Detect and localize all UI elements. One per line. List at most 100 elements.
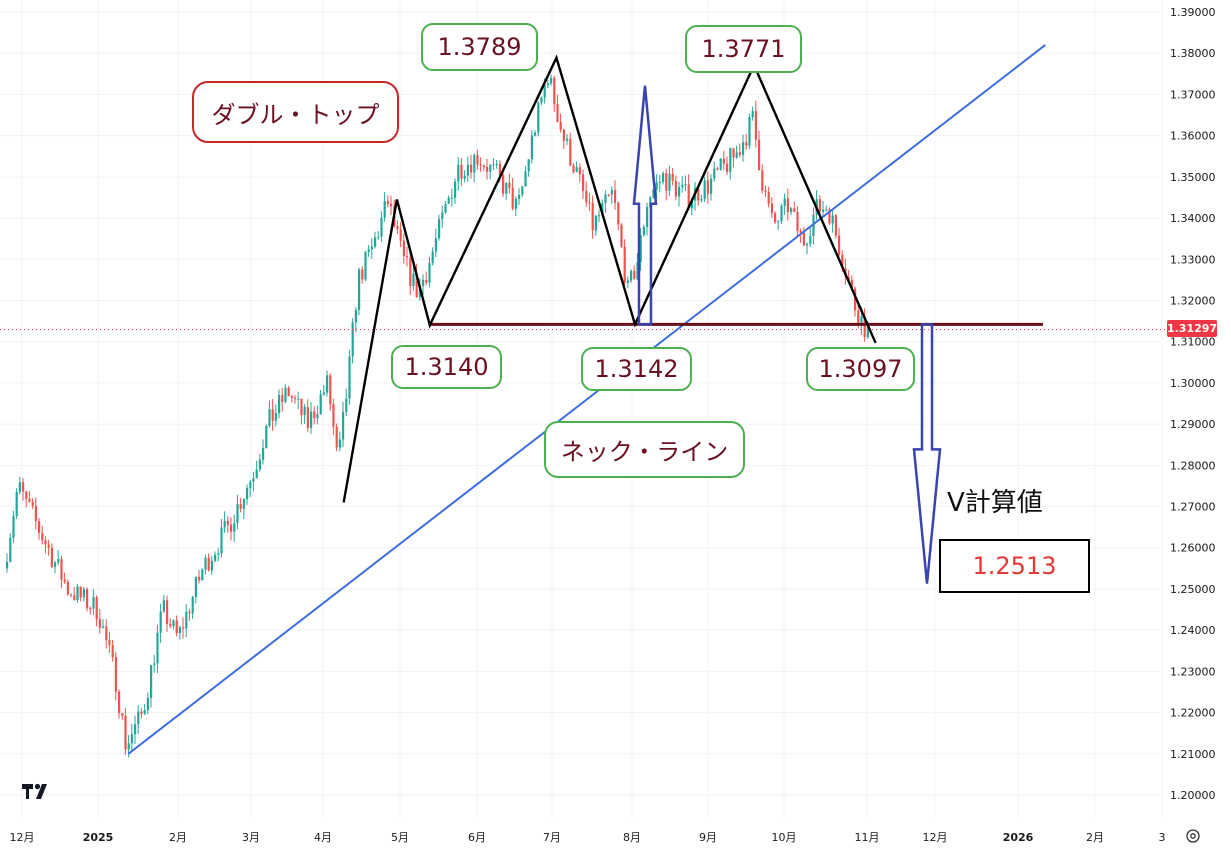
candle-body — [377, 236, 380, 238]
candle-body — [313, 411, 316, 419]
candle-body — [431, 251, 434, 264]
candle-body — [649, 197, 652, 207]
candle-body — [710, 178, 713, 194]
candle-body — [466, 164, 469, 176]
candle-body — [684, 184, 687, 186]
candle-body — [716, 168, 719, 170]
candle-body — [463, 175, 466, 179]
candle-body — [761, 170, 764, 191]
candle-body — [210, 560, 213, 571]
candle-body — [345, 398, 348, 413]
candle-body — [582, 174, 585, 191]
candle-body — [178, 627, 181, 634]
candle-body — [758, 139, 761, 171]
trough1-label: 1.3140 — [391, 345, 502, 389]
y-tick-label: 1.20000 — [1170, 789, 1216, 802]
candle-body — [578, 167, 581, 175]
candle-body — [47, 544, 50, 548]
candle-body — [310, 411, 313, 428]
candle-body — [194, 576, 197, 597]
candle-body — [361, 269, 364, 280]
candle-body — [121, 713, 124, 716]
candle-body — [476, 154, 479, 165]
candle-body — [34, 505, 37, 522]
candle-body — [591, 202, 594, 231]
candle-body — [863, 316, 866, 338]
candle-body — [495, 163, 498, 165]
x-tick-label: 5月 — [391, 831, 409, 844]
candle-body — [764, 190, 767, 192]
candle-body — [9, 537, 12, 562]
candle-body — [6, 561, 9, 569]
candle-body — [118, 691, 121, 714]
candle-body — [767, 191, 770, 204]
candle-body — [332, 404, 335, 427]
candle-body — [409, 257, 412, 286]
candle-body — [847, 276, 850, 280]
candle-body — [159, 611, 162, 633]
candle-body — [143, 710, 146, 714]
candle-body — [25, 491, 28, 499]
candle-body — [646, 206, 649, 227]
candle-body — [818, 199, 821, 212]
candle-body — [105, 626, 108, 640]
candle-body — [620, 224, 623, 247]
candle-body — [390, 203, 393, 207]
candle-body — [191, 596, 194, 614]
candle-body — [188, 611, 191, 614]
x-tick-label: 2月 — [1086, 831, 1104, 844]
candle-body — [198, 576, 201, 581]
candle-body — [82, 589, 85, 598]
candle-body — [22, 482, 25, 492]
candle-body — [706, 180, 709, 194]
candle-body — [540, 97, 543, 103]
candle-body — [338, 439, 341, 448]
pattern-name-label: ダブル・トップ — [192, 81, 399, 143]
candle-body — [175, 620, 178, 634]
candle-body — [441, 212, 444, 220]
candle-body — [553, 77, 556, 104]
x-axis: 12月 2025 2月 3月 4月 5月 6月 7月 8月 9月 10月 11月 12月 2026 2月 3 — [10, 831, 1166, 844]
candle-body — [127, 743, 130, 750]
candle-body — [572, 165, 575, 173]
candle-body — [54, 562, 57, 567]
candle-body — [207, 557, 210, 571]
x-tick-label: 12月 — [10, 831, 35, 844]
x-tick-label: 10月 — [772, 831, 797, 844]
candle-body — [15, 491, 18, 517]
candle-body — [367, 249, 370, 252]
candle-body — [588, 202, 591, 204]
candle-body — [754, 111, 757, 140]
candle-body — [303, 407, 306, 416]
candle-body — [626, 280, 629, 283]
y-tick-label: 1.27000 — [1170, 501, 1216, 514]
candle-body — [380, 217, 383, 237]
candle-body — [543, 85, 546, 98]
candle-body — [681, 184, 684, 188]
candle-body — [457, 164, 460, 182]
candle-body — [134, 724, 137, 735]
candle-body — [89, 608, 92, 610]
candle-body — [687, 184, 690, 209]
candle-body — [857, 310, 860, 326]
candle-body — [316, 414, 319, 419]
candle-body — [230, 524, 233, 532]
candle-body — [662, 173, 665, 182]
y-tick-label: 1.25000 — [1170, 583, 1216, 596]
candle-body — [514, 198, 517, 209]
candle-body — [386, 201, 389, 204]
measured-height-arrow — [632, 85, 658, 326]
candle-body — [671, 173, 674, 181]
candle-body — [658, 181, 661, 183]
candle-body — [738, 152, 741, 155]
candle-body — [518, 194, 521, 199]
candle-body — [185, 611, 188, 629]
candle-body — [850, 279, 853, 289]
tradingview-logo-icon[interactable] — [20, 780, 50, 802]
y-tick-label: 1.35000 — [1170, 171, 1216, 184]
x-tick-label: 4月 — [314, 831, 332, 844]
candle-body — [166, 600, 169, 624]
candle-body — [777, 221, 780, 223]
settings-gear-icon[interactable] — [1185, 828, 1201, 844]
candle-body — [108, 639, 111, 646]
